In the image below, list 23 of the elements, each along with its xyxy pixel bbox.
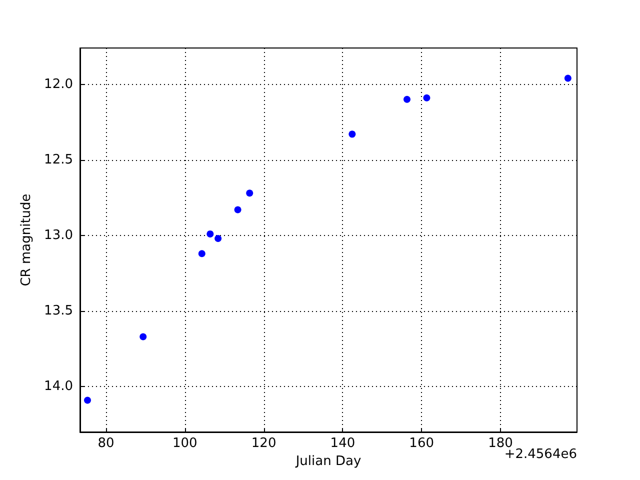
point: [198, 250, 206, 258]
point: [423, 94, 430, 102]
point: [348, 130, 356, 138]
point: [234, 206, 242, 214]
y-tick-label: 13.5: [44, 304, 73, 319]
point: [214, 234, 222, 242]
point: [84, 396, 91, 404]
point: [246, 190, 254, 197]
y-tick-label: 14.0: [44, 379, 73, 394]
y-tick-label: 12.0: [44, 76, 73, 92]
x-tick-label: 80: [98, 436, 114, 451]
point: [140, 333, 147, 340]
point: [564, 74, 572, 82]
x-tick-label: 140: [330, 436, 356, 451]
y-tick-label: 12.5: [44, 152, 73, 168]
x-tick-label: 120: [251, 436, 276, 451]
x-tick-label: 100: [172, 436, 198, 451]
x-axis-title: Julian Day: [294, 454, 362, 469]
y-tick-label: 13.0: [44, 228, 73, 243]
point: [206, 230, 214, 238]
y-axis-title: CR magnitude: [19, 194, 34, 286]
point: [404, 96, 410, 103]
x-tick-label: 160: [409, 436, 434, 451]
